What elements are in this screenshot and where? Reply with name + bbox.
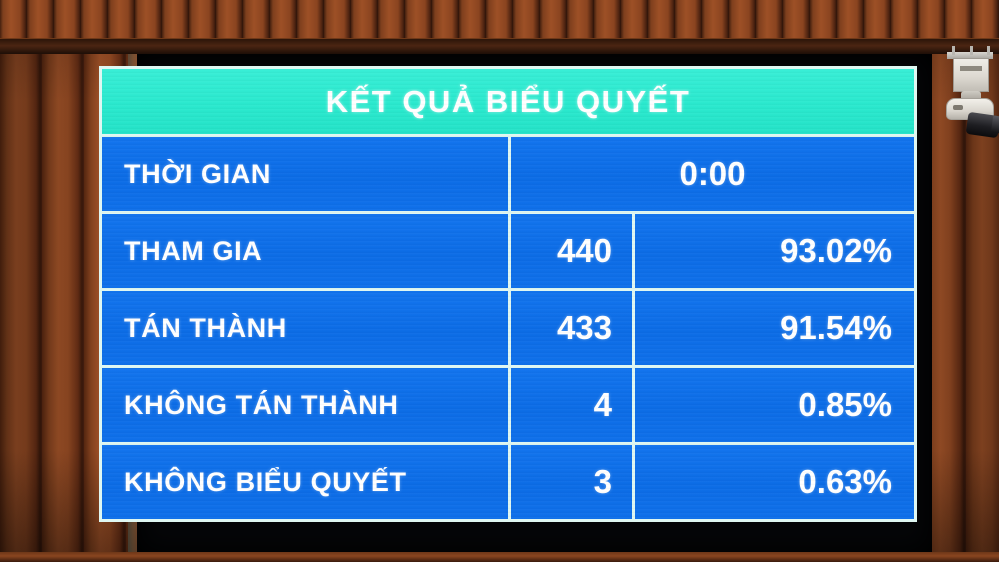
camera-pin [952, 46, 955, 55]
table-row: THAM GIA 440 93.02% [102, 211, 914, 288]
ptz-camera-icon [944, 46, 999, 144]
row-time-value: 0:00 [508, 137, 914, 211]
page-title: KẾT QUẢ BIỂU QUYẾT [325, 83, 691, 119]
wooden-ceiling-slats [0, 0, 999, 38]
voting-results-board: KẾT QUẢ BIỂU QUYẾT THỜI GIAN 0:00 THAM G… [99, 66, 917, 522]
row-label: THỜI GIAN [124, 158, 271, 189]
wooden-beam [0, 38, 999, 54]
board-header: KẾT QUẢ BIỂU QUYẾT [102, 69, 914, 137]
row-count: 4 [508, 368, 632, 442]
row-count: 440 [508, 214, 632, 288]
camera-lens-ring [990, 115, 999, 134]
row-percent: 93.02% [632, 214, 914, 288]
row-label: KHÔNG TÁN THÀNH [124, 389, 399, 420]
row-label: THAM GIA [124, 235, 263, 266]
row-percent: 0.85% [632, 368, 914, 442]
camera-knob [953, 105, 963, 110]
row-percent: 91.54% [632, 291, 914, 365]
table-row: TÁN THÀNH 433 91.54% [102, 288, 914, 365]
camera-pin [987, 46, 990, 55]
table-row: KHÔNG TÁN THÀNH 4 0.85% [102, 365, 914, 442]
wooden-ledge [0, 552, 999, 562]
results-rows: THỜI GIAN 0:00 THAM GIA 440 93.02% TÁN T… [102, 137, 914, 519]
camera-bracket [947, 52, 993, 59]
camera-housing [953, 58, 989, 92]
camera-vent [960, 66, 982, 71]
row-label: KHÔNG BIỂU QUYẾT [124, 466, 407, 497]
table-row: KHÔNG BIỂU QUYẾT 3 0.63% [102, 442, 914, 519]
table-row: THỜI GIAN 0:00 [102, 137, 914, 211]
row-count: 3 [508, 445, 632, 519]
camera-pin [970, 46, 973, 55]
row-percent: 0.63% [632, 445, 914, 519]
camera-neck [961, 91, 981, 100]
row-count: 433 [508, 291, 632, 365]
row-label: TÁN THÀNH [124, 312, 287, 343]
